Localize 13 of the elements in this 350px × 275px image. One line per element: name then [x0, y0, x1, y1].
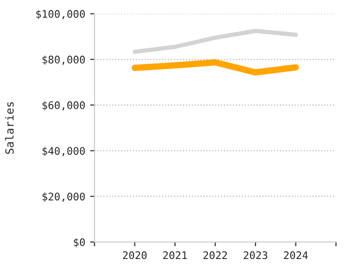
line-series: [132, 28, 298, 54]
y-tick-label: $100,000: [36, 10, 85, 20]
x-tick-label: 2022: [203, 251, 227, 260]
y-tick-label: $20,000: [42, 192, 85, 202]
x-tick-label: 2020: [122, 251, 147, 260]
y-tick-label: $60,000: [42, 101, 85, 111]
y-tick-label: $40,000: [42, 146, 85, 156]
y-tick-label: $80,000: [42, 55, 85, 65]
x-tick-label: 2021: [163, 251, 187, 260]
y-axis-title: Salaries: [5, 102, 14, 154]
y-tick-label: $0: [74, 238, 85, 248]
x-tick-label: 2023: [244, 251, 268, 260]
x-tick-label: 2024: [284, 251, 308, 260]
